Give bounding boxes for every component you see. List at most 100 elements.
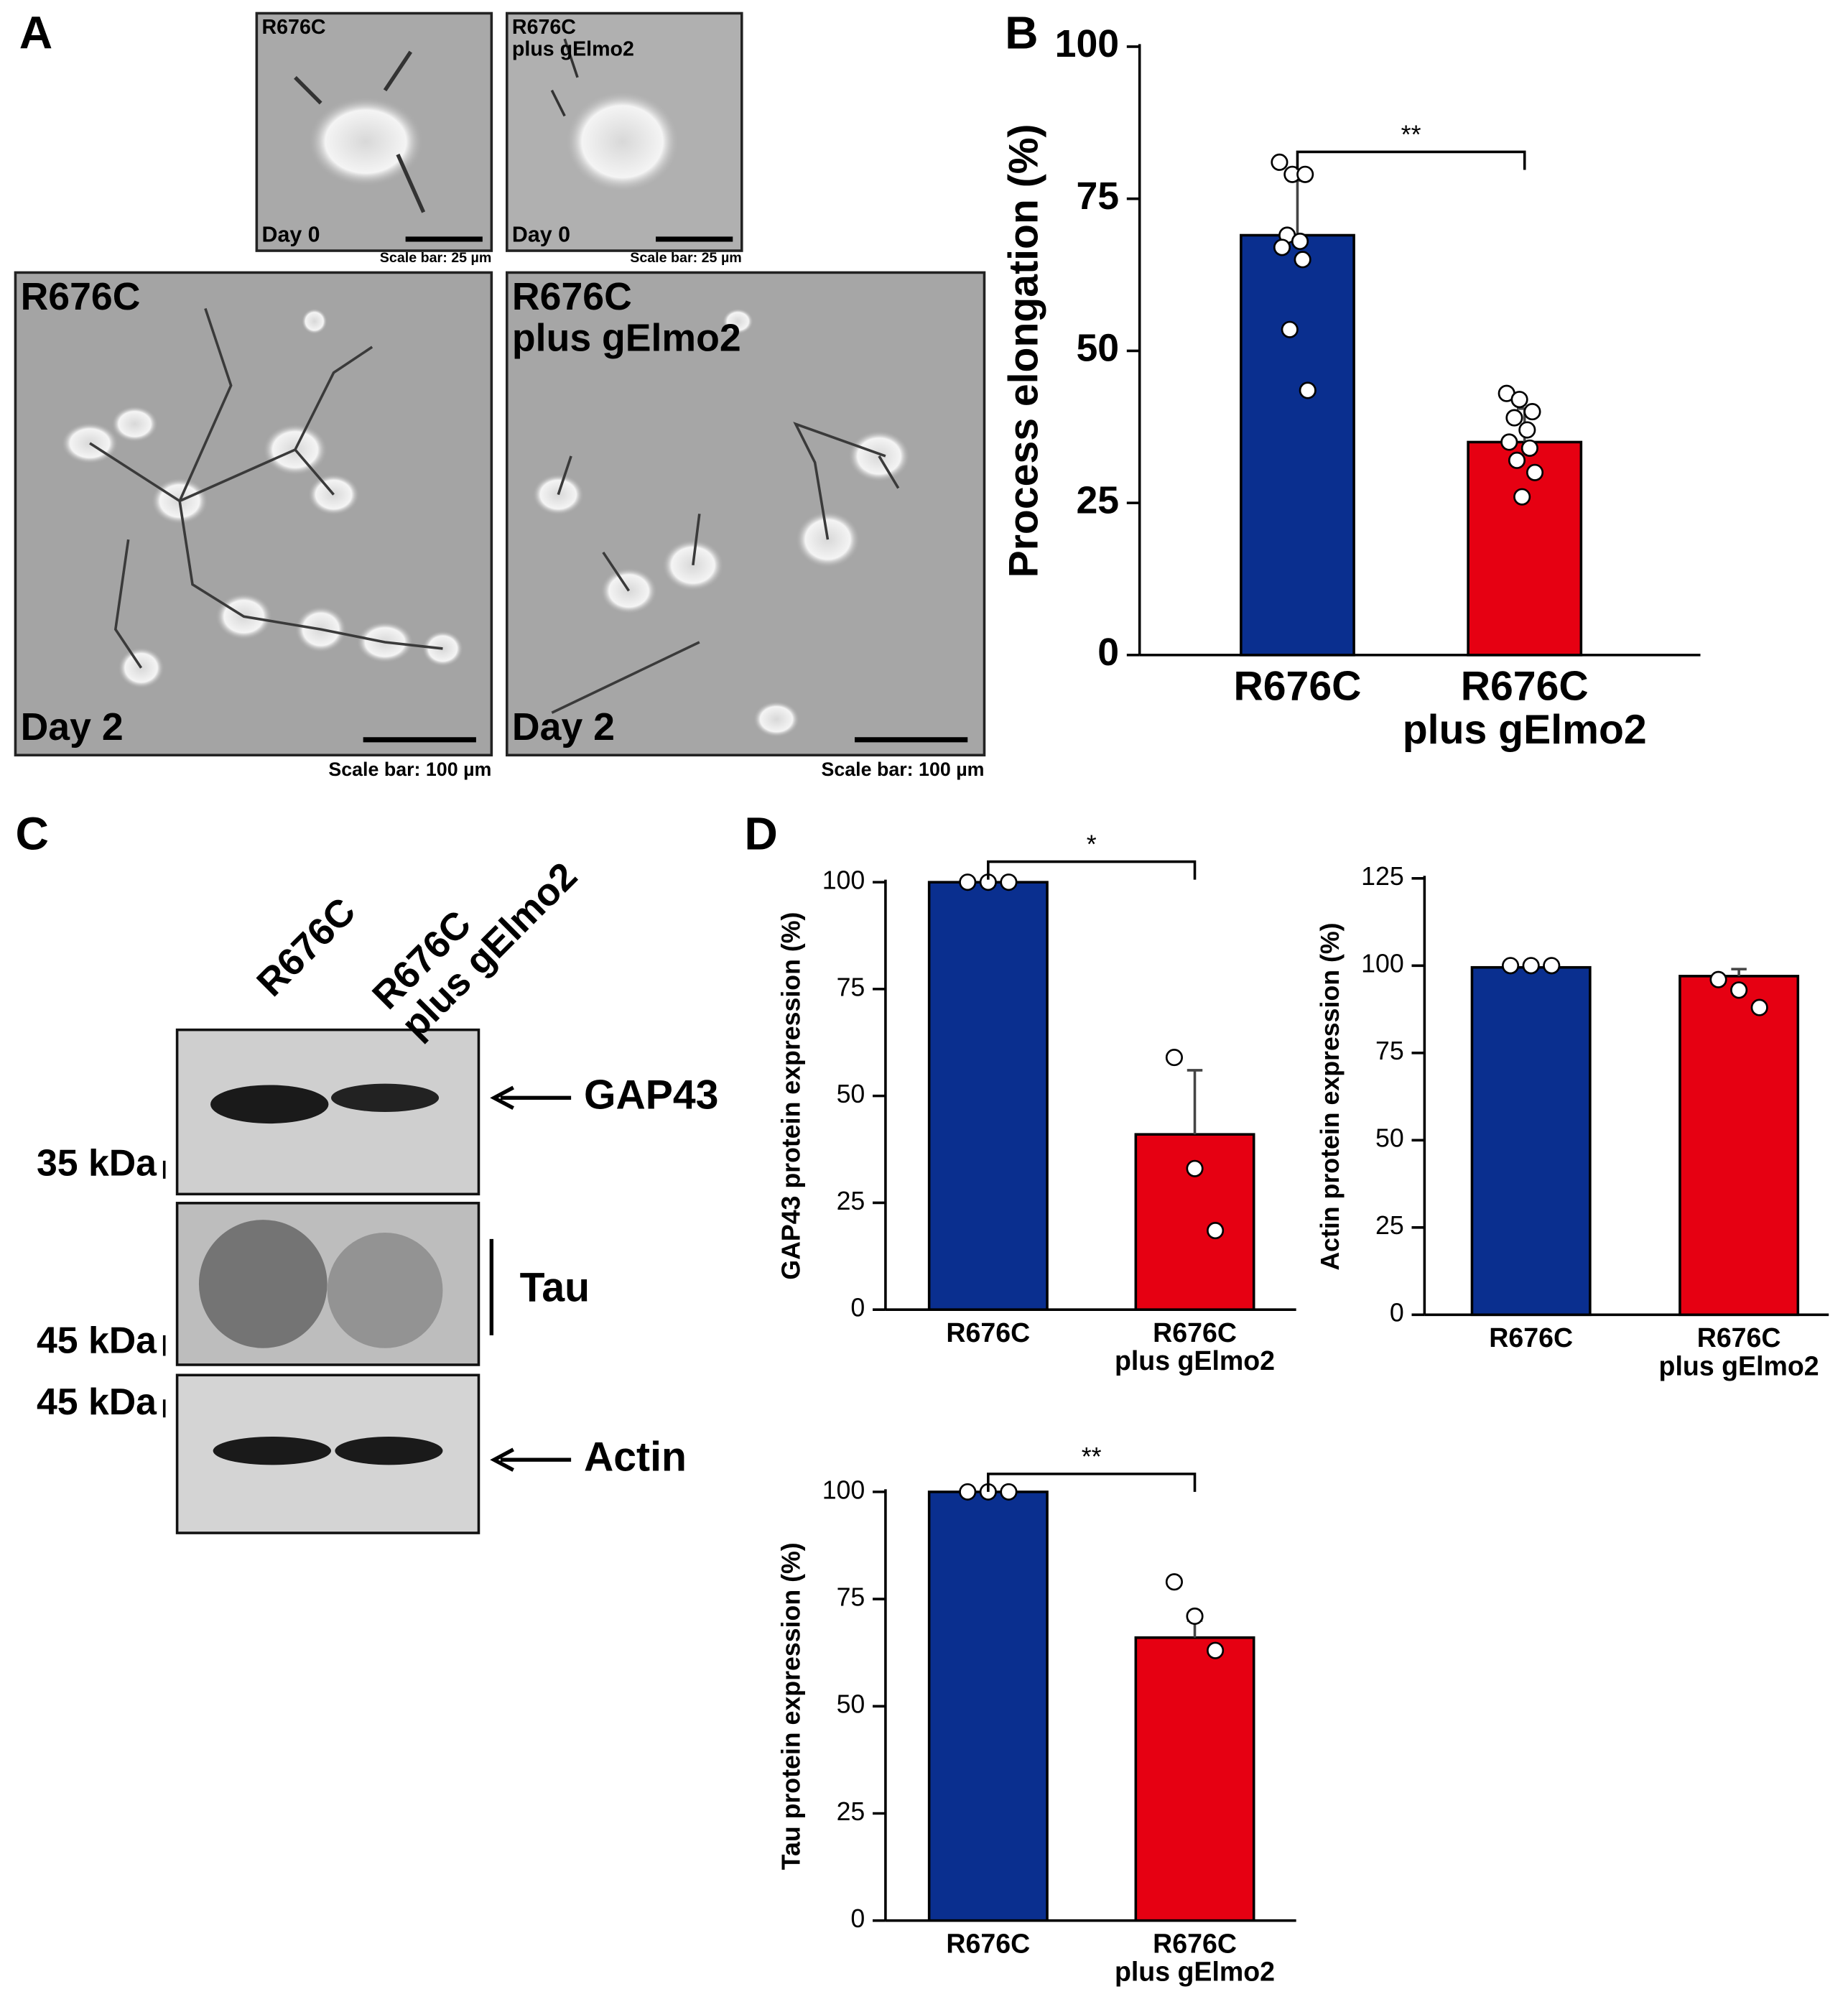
y-tick-label: 0 <box>850 1294 865 1322</box>
data-point <box>1273 238 1291 256</box>
day-label-box: Day 2 <box>20 707 124 748</box>
bar <box>1678 975 1800 1317</box>
x-tick-label: R676C <box>1233 665 1362 709</box>
x-tick-label: R676C <box>946 1930 1031 1960</box>
y-axis-title: Tau protein expression (%) <box>777 1542 806 1870</box>
panel-label: B <box>1005 7 1038 59</box>
data-point <box>1730 981 1748 999</box>
bar <box>927 1491 1049 1922</box>
x-tick-label: R676C <box>1489 1325 1574 1353</box>
y-tick-label: 75 <box>837 973 865 1001</box>
data-point <box>1508 451 1526 469</box>
x-tick-label-box: R676C <box>946 1930 1031 1960</box>
data-point <box>1271 153 1289 171</box>
bar <box>1470 965 1592 1317</box>
data-point <box>1165 1573 1183 1591</box>
y-tick-label: 50 <box>1375 1124 1404 1153</box>
panel-label: D <box>744 808 777 860</box>
data-point <box>1165 1049 1183 1067</box>
data-point <box>1291 232 1309 251</box>
day-label-box: Day 2 <box>511 707 615 748</box>
panel-label: A <box>19 7 52 59</box>
day-label: Day 0 <box>511 223 571 247</box>
band-label: Actin <box>584 1434 687 1480</box>
marker-label: 45 kDa <box>37 1319 157 1361</box>
y-tick-label: 75 <box>1375 1037 1404 1065</box>
y-tick-label: 0 <box>850 1904 865 1933</box>
error-bar <box>1731 968 1747 976</box>
bar <box>927 881 1049 1311</box>
y-tick-label: 25 <box>1076 478 1119 522</box>
x-tick-label-box: R676C plus gElmo2 <box>1114 1930 1276 1988</box>
y-tick-label: 100 <box>1055 22 1119 65</box>
y-tick-label: 25 <box>1375 1211 1404 1240</box>
data-point <box>1299 381 1317 399</box>
significance-bracket <box>987 860 1197 880</box>
data-point <box>959 1483 977 1501</box>
x-tick-label: R676C <box>946 1320 1031 1348</box>
x-tick-label-box: R676C <box>1489 1325 1574 1353</box>
x-tick-label: R676C plus gElmo2 <box>1114 1930 1276 1988</box>
data-point <box>1750 998 1768 1016</box>
y-axis-title: Process elongation (%) <box>1001 124 1047 578</box>
scale-label-box: Scale bar: 100 µm <box>328 760 492 781</box>
y-tick-label: 100 <box>822 866 865 895</box>
day-label: Day 2 <box>511 707 615 748</box>
x-tick-label-box: R676C plus gElmo2 <box>1658 1325 1819 1382</box>
data-point <box>1296 165 1314 183</box>
x-tick-label: R676C plus gElmo2 <box>1114 1320 1276 1377</box>
data-point <box>1294 251 1311 269</box>
micrograph-label-box: R676C <box>21 278 141 317</box>
significance-label: * <box>1087 830 1097 859</box>
data-point <box>1207 1222 1225 1240</box>
y-tick-label: 125 <box>1361 862 1404 891</box>
data-point <box>959 873 977 891</box>
scale-label: Scale bar: 100 µm <box>821 760 985 781</box>
data-point <box>1186 1159 1204 1177</box>
panel-label: C <box>15 808 48 860</box>
data-point <box>1186 1607 1204 1626</box>
data-point <box>1543 957 1561 975</box>
micrograph-label-box: R676C <box>261 18 326 40</box>
significance-bracket <box>1296 150 1526 170</box>
x-tick-label: R676C plus gElmo2 <box>1658 1325 1819 1382</box>
data-point <box>1000 873 1018 891</box>
data-point <box>1513 488 1531 506</box>
data-point <box>1522 957 1540 975</box>
scale-label: Scale bar: 25 µm <box>379 251 492 266</box>
x-tick-label: R676C plus gElmo2 <box>1402 665 1647 752</box>
data-point <box>1502 957 1520 975</box>
micrograph-label: R676C <box>261 18 326 40</box>
decoration <box>14 11 986 1534</box>
data-point <box>1505 409 1523 427</box>
y-tick-label: 50 <box>1076 327 1119 370</box>
significance-label: ** <box>1401 120 1421 149</box>
data-point <box>1500 433 1518 451</box>
y-tick-label: 25 <box>837 1797 865 1826</box>
day-label: Day 0 <box>261 223 320 247</box>
data-point <box>1518 421 1536 439</box>
bar <box>1467 440 1583 657</box>
micrograph-label-box: R676C plus gElmo2 <box>511 277 741 360</box>
y-tick-label: 100 <box>822 1475 865 1504</box>
data-point <box>1281 320 1299 338</box>
data-point <box>1520 439 1538 457</box>
band-label: GAP43 <box>584 1072 718 1118</box>
y-tick-label: 0 <box>1097 631 1119 674</box>
y-tick-label: 25 <box>837 1187 865 1215</box>
micrograph-label: R676C plus gElmo2 <box>511 277 741 360</box>
day-label-box: Day 0 <box>261 223 320 247</box>
scale-label: Scale bar: 25 µm <box>630 251 742 266</box>
y-tick-label: 75 <box>837 1583 865 1612</box>
bar <box>1240 233 1355 657</box>
x-tick-label-box: R676C plus gElmo2 <box>1402 665 1647 752</box>
scale-label-box: Scale bar: 25 µm <box>630 251 742 266</box>
significance-label: ** <box>1082 1442 1102 1471</box>
micrograph-label-box: R676C plus gElmo2 <box>512 19 634 60</box>
day-label: Day 2 <box>20 707 124 748</box>
error-bar <box>1187 1069 1203 1135</box>
x-tick-label-box: R676C plus gElmo2 <box>1114 1320 1276 1377</box>
scale-label: Scale bar: 100 µm <box>328 760 492 781</box>
